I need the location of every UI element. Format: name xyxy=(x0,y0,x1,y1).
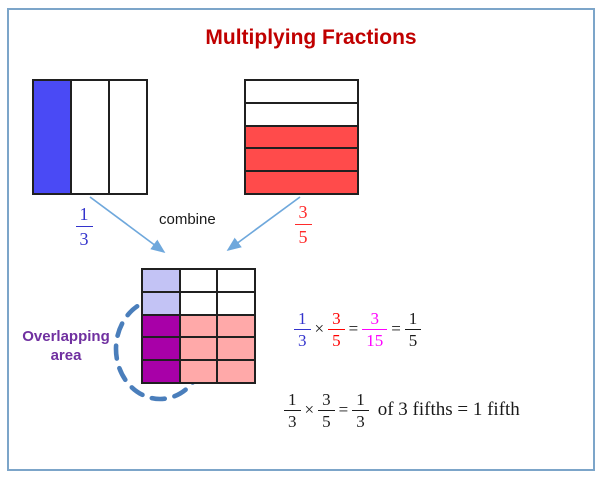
grid-cell xyxy=(246,126,357,148)
equals-sign: = xyxy=(348,319,359,338)
numerator: 3 xyxy=(322,389,331,409)
combined-product-grid xyxy=(141,268,256,384)
grid-cell xyxy=(246,149,357,171)
grid-cell xyxy=(218,270,254,291)
grid-cell xyxy=(143,338,179,360)
grid-cell xyxy=(72,81,108,193)
grid-cell xyxy=(180,292,217,314)
numerator: 3 xyxy=(370,308,379,328)
numerator: 3 xyxy=(332,308,341,328)
grid-cell xyxy=(218,315,254,337)
three-fifths-area-model xyxy=(244,79,359,195)
numerator: 1 xyxy=(408,308,418,328)
outer-frame xyxy=(7,8,595,471)
grid-cell xyxy=(180,338,217,360)
callout-line2: area xyxy=(50,347,82,364)
one-third-area-model xyxy=(32,79,148,195)
grid-cell xyxy=(180,270,217,291)
grid-cell xyxy=(34,81,70,193)
denominator: 3 xyxy=(284,409,301,432)
denominator: 3 xyxy=(352,409,369,432)
times-operator: × xyxy=(314,319,325,338)
page-title: Multiplying Fractions xyxy=(205,26,417,49)
numerator: 1 xyxy=(356,389,365,409)
grid-cell xyxy=(218,292,254,314)
grid-cell xyxy=(180,361,217,382)
fraction-three-fifteenths: 3 15 xyxy=(362,308,388,351)
numerator: 1 xyxy=(298,308,307,328)
grid-cell xyxy=(246,172,357,193)
grid-cell xyxy=(143,315,179,337)
equals-sign: = xyxy=(391,319,401,338)
numerator: 3 xyxy=(298,202,308,222)
combine-label: combine xyxy=(159,211,216,228)
callout-line1: Overlapping xyxy=(22,328,110,345)
denominator: 15 xyxy=(362,328,388,351)
grid-cell xyxy=(246,81,357,102)
denominator: 5 xyxy=(294,224,312,249)
grid-cell xyxy=(143,270,179,291)
times-operator: × xyxy=(304,400,315,419)
grid-cell xyxy=(246,103,357,125)
denominator: 5 xyxy=(318,409,335,432)
denominator: 5 xyxy=(328,328,345,351)
equals-sign: = xyxy=(338,400,349,419)
numerator: 1 xyxy=(288,389,297,409)
numerator: 1 xyxy=(79,204,89,224)
grid-cell xyxy=(218,361,254,382)
denominator: 3 xyxy=(294,328,311,351)
grid-cell xyxy=(143,361,179,382)
overlapping-area-callout: Overlapping area xyxy=(10,327,122,365)
grid-cell xyxy=(218,338,254,360)
grid-cell xyxy=(110,81,146,193)
grid-cell xyxy=(180,315,217,337)
grid-cell xyxy=(143,292,179,314)
verbal-result-text: of 3 fifths = 1 fifth xyxy=(377,399,520,420)
denominator: 5 xyxy=(404,328,422,351)
denominator: 3 xyxy=(75,226,93,251)
